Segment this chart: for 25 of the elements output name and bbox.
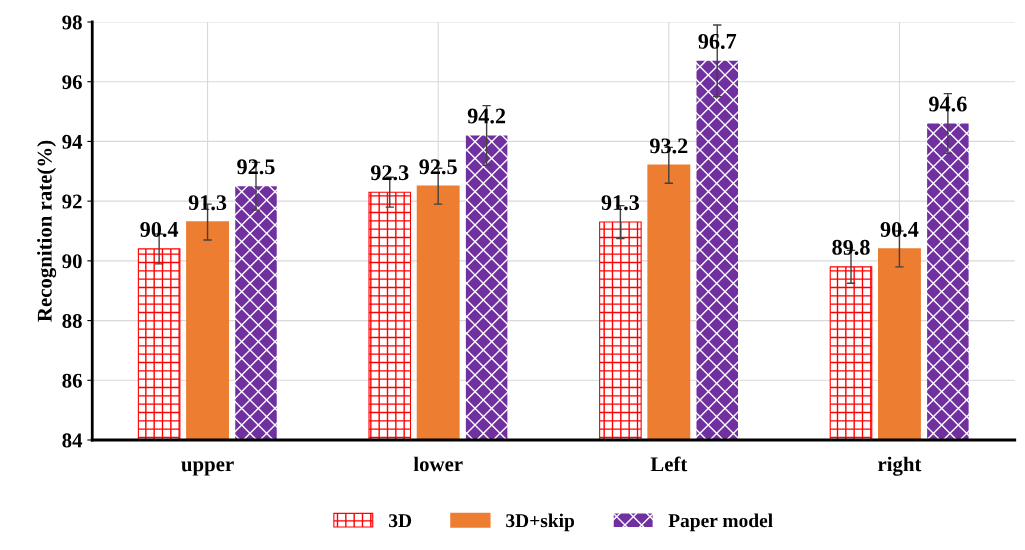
y-tick-label: 84: [62, 433, 83, 448]
data-label: 90.4: [880, 221, 919, 238]
data-label: 91.3: [601, 195, 640, 211]
x-tick-label: upper: [181, 461, 234, 476]
x-tick-label: lower: [413, 456, 463, 472]
y-tick-label: 90: [62, 254, 82, 269]
x-tick-label: Left: [650, 456, 688, 472]
y-tick-label: 92: [62, 194, 82, 209]
y-axis-title: Recognition rate(%): [37, 140, 57, 322]
data-label: 89.8: [832, 239, 870, 255]
data-label: 90.4: [140, 221, 179, 238]
data-label: 93.2: [649, 138, 688, 154]
y-tick-label: 86: [62, 373, 82, 388]
y-tick-label: 88: [62, 313, 82, 328]
data-label: 92.5: [419, 159, 457, 175]
data-label: 91.3: [188, 195, 227, 211]
legend-label: 3D+skip: [506, 513, 575, 532]
y-tick-label: 94: [62, 134, 83, 149]
x-tick-label: right: [878, 456, 922, 476]
y-tick-label: 98: [62, 15, 82, 30]
y-tick-label: 96: [62, 75, 82, 90]
data-label: 92.5: [237, 159, 275, 175]
data-label: 92.3: [370, 165, 409, 181]
legend-label: Paper model: [668, 513, 773, 532]
legend-label: 3D: [389, 514, 412, 528]
